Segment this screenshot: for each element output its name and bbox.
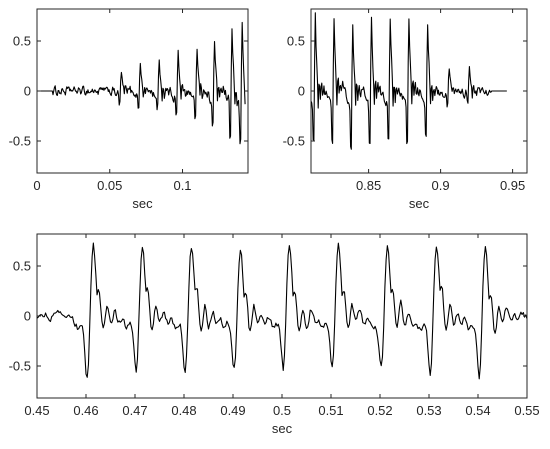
x-tick-label: 0.48: [171, 403, 196, 418]
y-tick-label: -0.5: [283, 134, 305, 149]
x-tick-label: 0.9: [432, 178, 450, 193]
x-tick-label: 0.45: [24, 403, 49, 418]
x-tick-label: 0.1: [173, 178, 191, 193]
y-tick-label: 0.5: [13, 259, 31, 274]
x-tick-label: 0.5: [273, 403, 291, 418]
y-tick-label: 0.5: [13, 34, 31, 49]
series-line: [311, 12, 507, 150]
y-tick-label: -0.5: [9, 134, 31, 149]
x-tick-label: 0.54: [465, 403, 490, 418]
y-tick-label: 0.5: [287, 34, 305, 49]
x-tick-label: 0.49: [220, 403, 245, 418]
x-tick-label: 0.51: [318, 403, 343, 418]
x-tick-label: 0.85: [356, 178, 381, 193]
x-tick-label: 0.55: [514, 403, 539, 418]
y-tick-label: 0: [298, 84, 305, 99]
x-tick-label: 0.53: [416, 403, 441, 418]
chart-top-left: 0 0.05 0.1 0.5 0 -0.5 sec: [9, 8, 249, 211]
plot-frame: [36, 233, 528, 399]
y-tick-label: 0: [24, 309, 31, 324]
chart-top-right: 0.85 0.9 0.95 0.5 0 -0.5 sec: [283, 8, 528, 211]
x-tick-label: 0.47: [122, 403, 147, 418]
series-line: [37, 21, 246, 145]
plot-frame: [310, 8, 528, 174]
series-line: [37, 242, 527, 380]
x-axis-label: sec: [272, 421, 293, 436]
y-tick-label: 0: [24, 84, 31, 99]
x-tick-label: 0.95: [500, 178, 525, 193]
x-axis-label: sec: [132, 196, 153, 211]
x-tick-label: 0.05: [97, 178, 122, 193]
x-tick-label: 0.46: [73, 403, 98, 418]
y-tick-label: -0.5: [9, 359, 31, 374]
chart-bottom: 0.45 0.46 0.47 0.48 0.49 0.5 0.51 0.52 0.53 0.54 0…: [9, 233, 540, 436]
x-axis-label: sec: [409, 196, 430, 211]
x-tick-label: 0.52: [367, 403, 392, 418]
x-tick-label: 0: [33, 178, 40, 193]
